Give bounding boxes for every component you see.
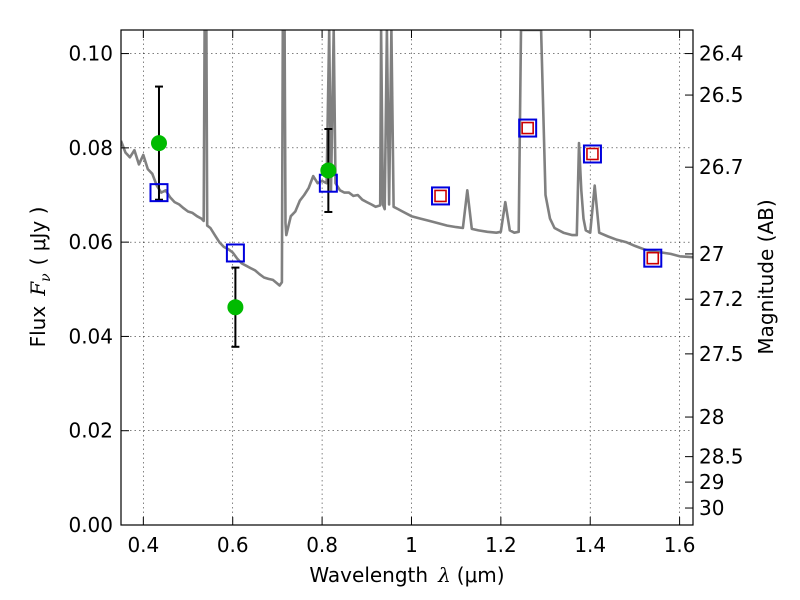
x-tick-label: 1.6 [664,533,696,557]
y2-axis-label: Magnitude (AB) [754,199,778,354]
y-tick-label: 0.10 [68,42,113,66]
observed-point [320,162,337,179]
model-blue-square [225,243,245,263]
model-red-square [521,121,534,135]
x-tick-label: 1 [405,533,418,557]
x-tick-label: 0.6 [217,533,249,557]
observed-point [150,135,167,152]
mag-tick-label: 28.5 [699,445,744,469]
model-blue-square [643,248,663,268]
mag-tick-label: 26.4 [699,42,744,66]
model-blue-square [149,183,169,203]
model-red-square [646,251,660,265]
mag-tick-label: 30 [699,496,724,520]
mag-tick-label: 27.2 [699,287,744,311]
spectrum-layer [121,30,693,287]
y-tick-label: 0.08 [68,136,113,160]
observed-point [227,299,244,316]
y-axis-label: FluxFν( μJy ) [26,207,54,348]
mag-tick-label: 29 [699,470,724,494]
points-layer [149,85,663,348]
mag-tick-label: 26.5 [699,83,744,107]
spectrum-line [121,30,693,287]
y-tick-label: 0.04 [68,324,113,348]
plot-frame [120,29,694,526]
x-tick-label: 0.4 [127,533,159,557]
model-blue-square [431,186,451,206]
x-axis-label: Wavelength λ (μm) [309,563,504,587]
mag-tick-label: 28 [699,405,724,429]
model-red-square [434,189,447,203]
x-tick-label: 1.4 [574,533,606,557]
y-tick-label: 0.02 [68,419,113,443]
ticks: 0.4 0.6 0.8 1 1.2 1.4 1.6 0.00 0.02 0.04 0.06 0.08 0… [68,30,744,557]
model-blue-square [518,118,538,138]
mag-tick-label: 27 [699,242,724,266]
grid [121,30,693,526]
x-tick-label: 0.8 [306,533,338,557]
x-tick-label: 1.2 [485,533,517,557]
model-red-square [586,147,599,161]
y-tick-label: 0.06 [68,230,113,254]
mag-tick-label: 26.7 [699,155,744,179]
mag-tick-label: 27.5 [699,342,744,366]
model-blue-square [582,144,602,164]
y-tick-label: 0.00 [68,513,113,537]
